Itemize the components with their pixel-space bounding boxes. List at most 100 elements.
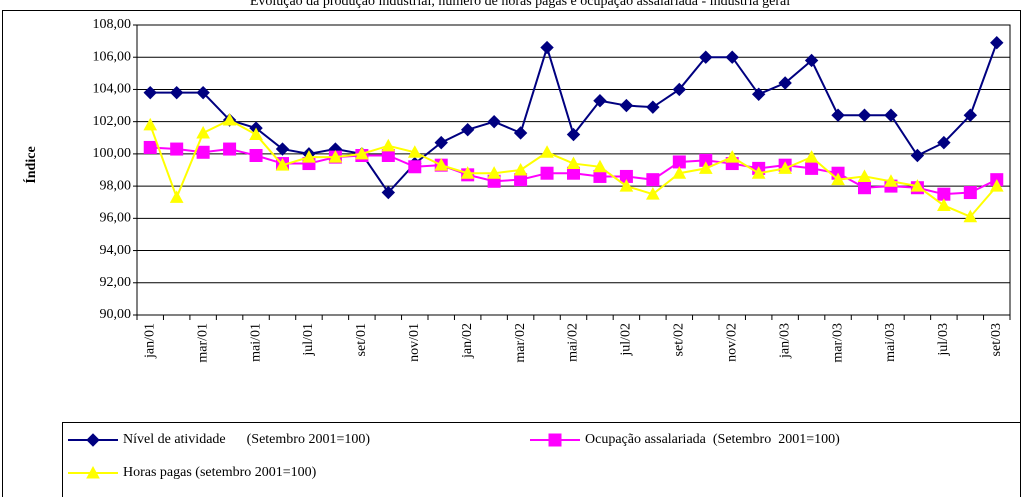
data-point — [725, 150, 740, 163]
data-point — [990, 36, 1004, 50]
x-tick-label: mai/03 — [883, 323, 898, 362]
data-point — [910, 179, 925, 192]
data-point — [778, 161, 792, 174]
x-tick-label: mar/03 — [830, 323, 845, 363]
data-point — [805, 161, 819, 175]
y-tick-label: 106,00 — [93, 49, 132, 64]
data-point — [408, 160, 422, 174]
x-tick-label: set/01 — [354, 323, 369, 356]
data-point — [831, 108, 845, 122]
data-point — [275, 142, 290, 156]
data-point — [513, 162, 528, 176]
data-point — [170, 142, 184, 156]
data-point — [143, 117, 158, 131]
x-tick-label: jul/02 — [619, 323, 634, 357]
data-point — [328, 150, 343, 163]
data-point — [169, 190, 184, 203]
legend-label: Horas pagas (setembro 2001=100) — [123, 465, 317, 480]
data-point — [672, 82, 687, 97]
data-point — [196, 125, 210, 139]
data-point — [963, 209, 978, 223]
x-tick-label: mai/01 — [248, 323, 263, 362]
data-point — [884, 174, 898, 187]
data-point — [222, 113, 237, 126]
y-tick-label: 92,00 — [100, 275, 132, 290]
data-point — [963, 186, 977, 200]
data-point — [143, 85, 157, 100]
x-tick-label: jul/03 — [936, 323, 951, 357]
data-point — [381, 138, 396, 152]
x-tick-label: set/02 — [672, 323, 687, 356]
data-point — [355, 146, 369, 160]
x-tick-label: mai/02 — [566, 323, 581, 362]
data-point — [778, 76, 792, 90]
x-tick-label: mar/02 — [513, 323, 528, 363]
data-point — [540, 166, 554, 180]
x-tick-label: jan/02 — [460, 323, 475, 359]
data-point — [831, 172, 845, 186]
data-point — [566, 127, 581, 142]
data-point — [540, 145, 554, 158]
data-point — [751, 87, 766, 101]
data-point — [646, 100, 660, 114]
chart-border — [2, 10, 1021, 497]
x-tick-label: jul/01 — [301, 323, 316, 357]
data-point — [910, 148, 925, 163]
data-point — [540, 40, 554, 55]
data-point — [937, 187, 951, 201]
legend-label: Nível de atividade (Setembro 2001=100) — [123, 432, 370, 447]
x-tick-label: set/03 — [989, 323, 1004, 356]
y-tick-label: 90,00 — [100, 307, 132, 322]
data-point — [249, 127, 263, 141]
y-tick-label: 104,00 — [93, 82, 132, 97]
data-point — [223, 142, 237, 156]
y-tick-label: 108,00 — [93, 17, 132, 32]
data-point — [196, 85, 210, 100]
y-tick-label: 102,00 — [93, 114, 132, 129]
data-point — [381, 185, 396, 200]
data-point — [804, 53, 819, 68]
data-point — [672, 166, 687, 179]
data-point — [407, 145, 422, 158]
x-tick-label: nov/02 — [724, 323, 739, 362]
data-point — [487, 166, 501, 179]
data-point — [963, 108, 978, 122]
x-tick-label: jan/01 — [142, 323, 157, 359]
data-point — [857, 108, 872, 122]
y-tick-label: 98,00 — [100, 178, 132, 193]
data-point — [513, 126, 528, 140]
y-tick-label: 100,00 — [93, 146, 132, 161]
data-point — [434, 135, 448, 150]
data-point — [593, 94, 607, 108]
data-point — [989, 179, 1004, 192]
data-point — [725, 50, 739, 64]
legend-key-marker — [548, 433, 562, 447]
data-point — [249, 149, 263, 162]
data-point — [804, 150, 819, 163]
legend-label: Ocupação assalariada (Setembro 2001=100) — [585, 432, 840, 447]
data-point — [884, 108, 898, 122]
chart-title: Evolução da produção industrial, número … — [250, 0, 790, 9]
y-tick-label: 96,00 — [100, 211, 132, 226]
data-point — [593, 159, 607, 173]
data-point — [857, 169, 872, 182]
data-point — [699, 50, 713, 64]
data-point — [460, 166, 475, 179]
x-tick-label: mar/01 — [195, 323, 210, 363]
data-point — [434, 158, 449, 171]
data-point — [275, 158, 290, 171]
plot-border — [136, 24, 1011, 316]
data-point — [751, 166, 766, 179]
data-point — [143, 140, 157, 154]
data-point — [196, 145, 210, 159]
legend-key-marker — [86, 433, 100, 447]
data-point — [937, 198, 951, 211]
data-point — [858, 181, 871, 195]
legend-box — [62, 422, 1021, 497]
data-point — [619, 98, 634, 113]
data-point — [169, 85, 184, 100]
legend-key-marker — [86, 465, 100, 479]
x-tick-label: jan/03 — [777, 323, 792, 359]
